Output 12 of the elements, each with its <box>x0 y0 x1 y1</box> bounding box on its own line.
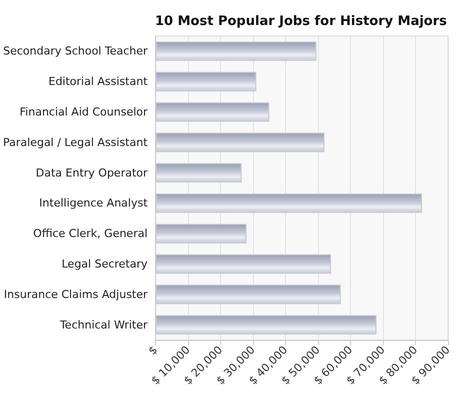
y-tick-label: Office Clerk, General <box>33 227 148 240</box>
y-tick-label: Secondary School Teacher <box>3 44 148 58</box>
y-tick-label: Paralegal / Legal Assistant <box>2 136 148 149</box>
y-tick-label: Insurance Claims Adjuster <box>4 288 148 301</box>
y-tick-label: Intelligence Analyst <box>39 196 148 210</box>
y-tick-label: Technical Writer <box>58 318 148 332</box>
y-tick-label: Financial Aid Counselor <box>20 106 148 118</box>
y-tick-label: Editorial Assistant <box>48 75 148 88</box>
y-tick-label: Data Entry Operator <box>36 166 148 180</box>
y-tick-label: Legal Secretary <box>62 258 148 270</box>
chart-title: 10 Most Popular Jobs for History Majors <box>155 14 448 29</box>
x-tick-label: $ <box>146 343 160 358</box>
